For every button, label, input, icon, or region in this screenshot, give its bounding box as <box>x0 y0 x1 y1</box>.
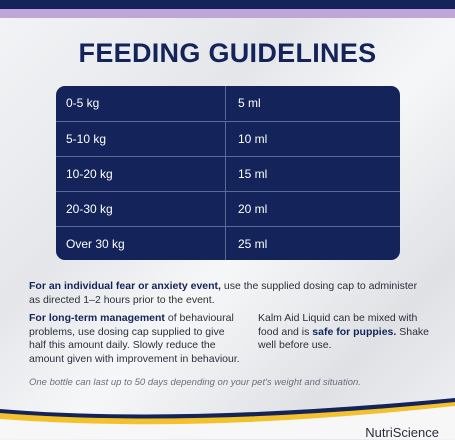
mixing-paragraph: Kalm Aid Liquid can be mixed with food a… <box>258 312 438 353</box>
puppy-safe-text: safe for puppies. <box>312 325 397 338</box>
table-row: 20-30 kg 20 ml <box>56 191 400 226</box>
weight-cell: 10-20 kg <box>66 167 113 181</box>
bottle-duration-note: One bottle can last up to 50 days depend… <box>29 377 361 388</box>
table-row: 0-5 kg 5 ml <box>56 86 400 120</box>
long-term-paragraph: For long-term management of behavioural … <box>29 312 241 366</box>
weight-cell: 0-5 kg <box>66 96 100 110</box>
brand-logo: NutriScience <box>365 425 439 440</box>
dose-cell: 10 ml <box>225 122 400 156</box>
dose-cell: 5 ml <box>225 86 400 120</box>
fear-event-heading: For an individual fear or anxiety event, <box>29 280 221 292</box>
dose-cell: 25 ml <box>225 227 400 260</box>
table-row: 10-20 kg 15 ml <box>56 156 400 191</box>
decorative-wave <box>0 398 455 439</box>
long-term-heading: For long-term management <box>29 312 165 324</box>
wave-navy <box>0 398 455 422</box>
mixing-text: Kalm Aid Liquid can be mixed with food a… <box>258 312 418 338</box>
top-band-navy <box>0 0 455 9</box>
dose-cell: 15 ml <box>225 157 400 191</box>
long-term-text: of behavioural problems, use dosing cap … <box>29 312 240 365</box>
dosage-table: 0-5 kg 5 ml 5-10 kg 10 ml 10-20 kg 15 ml… <box>56 86 400 260</box>
weight-cell: 20-30 kg <box>66 202 113 216</box>
table-row: Over 30 kg 25 ml <box>56 226 400 260</box>
table-row: 5-10 kg 10 ml <box>56 121 400 156</box>
fear-event-paragraph: For an individual fear or anxiety event,… <box>29 279 429 307</box>
wave-gold <box>0 402 455 426</box>
shake-text: Shake well before use. <box>258 325 430 352</box>
weight-cell: Over 30 kg <box>66 237 125 251</box>
dose-cell: 20 ml <box>225 192 400 226</box>
page-title: FEEDING GUIDELINES <box>78 38 377 68</box>
top-band-lilac <box>0 9 455 18</box>
fear-event-text: use the supplied dosing cap to administe… <box>29 280 418 306</box>
weight-cell: 5-10 kg <box>66 132 107 146</box>
wave-white <box>0 406 455 439</box>
